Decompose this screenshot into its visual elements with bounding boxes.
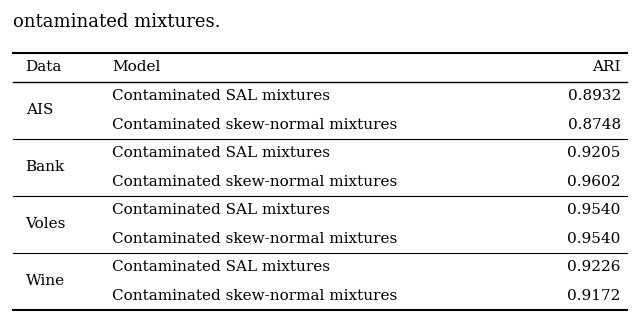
- Text: Wine: Wine: [26, 275, 65, 288]
- Text: Contaminated skew-normal mixtures: Contaminated skew-normal mixtures: [112, 117, 397, 131]
- Text: Model: Model: [112, 60, 161, 74]
- Text: Contaminated SAL mixtures: Contaminated SAL mixtures: [112, 146, 330, 160]
- Text: 0.9540: 0.9540: [568, 232, 621, 246]
- Text: Contaminated SAL mixtures: Contaminated SAL mixtures: [112, 89, 330, 103]
- Text: Contaminated SAL mixtures: Contaminated SAL mixtures: [112, 203, 330, 217]
- Text: 0.8932: 0.8932: [568, 89, 621, 103]
- Text: ontaminated mixtures.: ontaminated mixtures.: [13, 13, 220, 31]
- Text: Voles: Voles: [26, 217, 66, 231]
- Text: 0.9226: 0.9226: [567, 260, 621, 274]
- Text: 0.9205: 0.9205: [568, 146, 621, 160]
- Text: 0.8748: 0.8748: [568, 117, 621, 131]
- Text: 0.9172: 0.9172: [568, 289, 621, 303]
- Text: Bank: Bank: [26, 160, 65, 174]
- Text: Contaminated skew-normal mixtures: Contaminated skew-normal mixtures: [112, 232, 397, 246]
- Text: Contaminated skew-normal mixtures: Contaminated skew-normal mixtures: [112, 289, 397, 303]
- Text: 0.9602: 0.9602: [567, 175, 621, 188]
- Text: AIS: AIS: [26, 103, 53, 117]
- Text: Contaminated skew-normal mixtures: Contaminated skew-normal mixtures: [112, 175, 397, 188]
- Text: ARI: ARI: [592, 60, 621, 74]
- Text: Contaminated SAL mixtures: Contaminated SAL mixtures: [112, 260, 330, 274]
- Text: 0.9540: 0.9540: [568, 203, 621, 217]
- Text: Data: Data: [26, 60, 62, 74]
